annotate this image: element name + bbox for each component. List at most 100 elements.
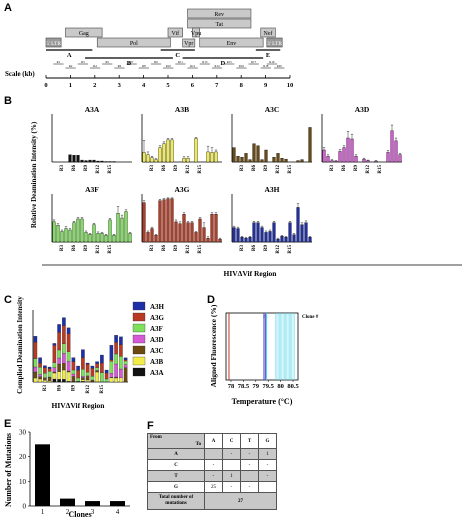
scale-tick-label: 10 [287, 82, 294, 89]
x-tick-label: R3 [43, 385, 48, 392]
scale-tick-label: 9 [264, 82, 268, 89]
genome-map: Gag Pol Vif Vpr Tat Rev Vpu Env Nef 5' LTR 3' LTR A… [5, 8, 294, 89]
legend-label: A3B [150, 358, 164, 366]
region-label: R14 [215, 64, 221, 68]
x-tick-label: 4 [116, 508, 120, 516]
bar [88, 159, 92, 163]
x-tick-label: R12 [276, 165, 281, 174]
table-row: C - - - [147, 459, 277, 471]
table-cell: - [222, 448, 241, 460]
y-tick-label: 20 [19, 453, 27, 461]
table-cell [258, 481, 277, 493]
x-axis-label: HIVΔVif Region [224, 269, 278, 278]
stacked-segment [57, 324, 61, 333]
table-cell [240, 470, 259, 482]
gene-label-nef: Nef [264, 30, 273, 37]
x-tick-label: R12 [186, 165, 191, 174]
stacked-segment [47, 366, 52, 369]
bar [76, 155, 80, 163]
x-tick-label: R9 [174, 245, 179, 252]
x-tick-label: 80.5 [287, 383, 299, 390]
legend-swatch [132, 334, 146, 344]
bar [252, 143, 256, 163]
x-axis-label: HIVΔVif Region [52, 401, 106, 410]
x-axis-label: Clones [68, 510, 91, 518]
legend-label: A3H [150, 303, 165, 311]
x-tick-label: R12 [276, 245, 281, 254]
stacked-segment [52, 343, 57, 346]
region-label: R9 [154, 60, 158, 64]
stacked-segment [62, 317, 66, 326]
region-label: R18 [263, 64, 269, 68]
bar [100, 160, 104, 163]
x-tick-label: R12 [366, 165, 371, 174]
legend-swatch [132, 345, 146, 355]
table-row: T - 1 - [147, 470, 277, 482]
scale-tick-label: 2 [93, 82, 96, 89]
x-tick-label: R15 [108, 165, 113, 174]
stacked-segment [95, 361, 99, 364]
bar [260, 159, 264, 163]
stacked-segment [123, 357, 128, 360]
region-label: R7 [130, 60, 134, 64]
gene-label-gag: Gag [79, 31, 89, 37]
col-header: C [222, 433, 241, 449]
region-label: R2 [69, 64, 73, 68]
gene-box-pol [96, 37, 171, 48]
legend-label: A3G [150, 314, 165, 322]
col-header: A [204, 433, 223, 449]
gene-label-rev: Rev [214, 12, 224, 18]
clone-number: 4 [265, 314, 268, 319]
mutations-bar-chart: 0 10 20 30 1 2 3 4 Clones Number of Mutations [4, 429, 130, 518]
x-tick-label: R3 [60, 165, 65, 172]
legend-swatch [132, 301, 146, 311]
bar [248, 159, 252, 163]
region-label: R4 [93, 64, 97, 68]
scale-tick-label: 8 [240, 82, 244, 89]
row-label: T [147, 470, 205, 482]
subplot-title: A3B [175, 105, 189, 114]
x-tick-label: R9 [264, 245, 269, 252]
gene-label-vpr: Vpr [184, 41, 193, 47]
plot-area [225, 312, 299, 381]
total-value: 27 [204, 492, 277, 510]
segment-label: E [266, 52, 270, 59]
scale-tick-label: 1 [69, 82, 72, 89]
col-header: T [240, 433, 259, 449]
table-cell: - [240, 459, 259, 471]
bar [244, 153, 248, 163]
stacked-deamination-chart: R3 R6 R9 R12 R15 Complied Deamination Intensi… [16, 296, 165, 410]
table-cell [222, 459, 241, 471]
mutation-table: From To A C T G A - - 1 C - - - T - 1 - … [147, 433, 277, 510]
gene-label-vpu: Vpu [191, 31, 201, 37]
x-tick-label: R6 [252, 245, 257, 252]
stacked-segment [104, 369, 109, 374]
legend-label: A3A [150, 369, 164, 377]
stacked-segment [109, 345, 114, 360]
stacked-segment [81, 349, 85, 358]
deamination-bar-charts: A3A R3 R6 R9 R12 R15 A3B R3 R6 R9 R12 R15 A3C R3 R6 R9 R… [30, 105, 462, 278]
subplot-title: A3H [265, 185, 280, 194]
x-tick-label: R15 [198, 165, 203, 174]
x-axis-label: Temperature (°C) [232, 397, 293, 406]
bar [35, 444, 50, 506]
x-tick-label: R6 [72, 165, 77, 172]
bar [280, 157, 284, 163]
region-label: R20 [277, 64, 283, 68]
legend-swatch [132, 367, 146, 377]
region-label: R13 [202, 60, 208, 64]
stacked-segment [33, 336, 38, 343]
clone-number: 1 [228, 314, 230, 319]
ltr5-label: 5' LTR [46, 41, 61, 47]
bar [232, 147, 236, 163]
gene-box-vpr [182, 38, 196, 48]
x-tick-label: R3 [60, 245, 65, 252]
table-cell: 1 [258, 448, 277, 460]
table-cell: 1 [222, 470, 241, 482]
table-row: G 25 - - [147, 481, 277, 493]
x-tick-label: R9 [72, 385, 77, 392]
region-label: R5 [105, 60, 109, 64]
corner-to: To [195, 442, 201, 447]
melting-curve-chart: 1 2 34 Clone # 78 78.5 79 79.5 80 80.5 Temperature… [209, 304, 319, 406]
stacked-segment [38, 357, 42, 364]
